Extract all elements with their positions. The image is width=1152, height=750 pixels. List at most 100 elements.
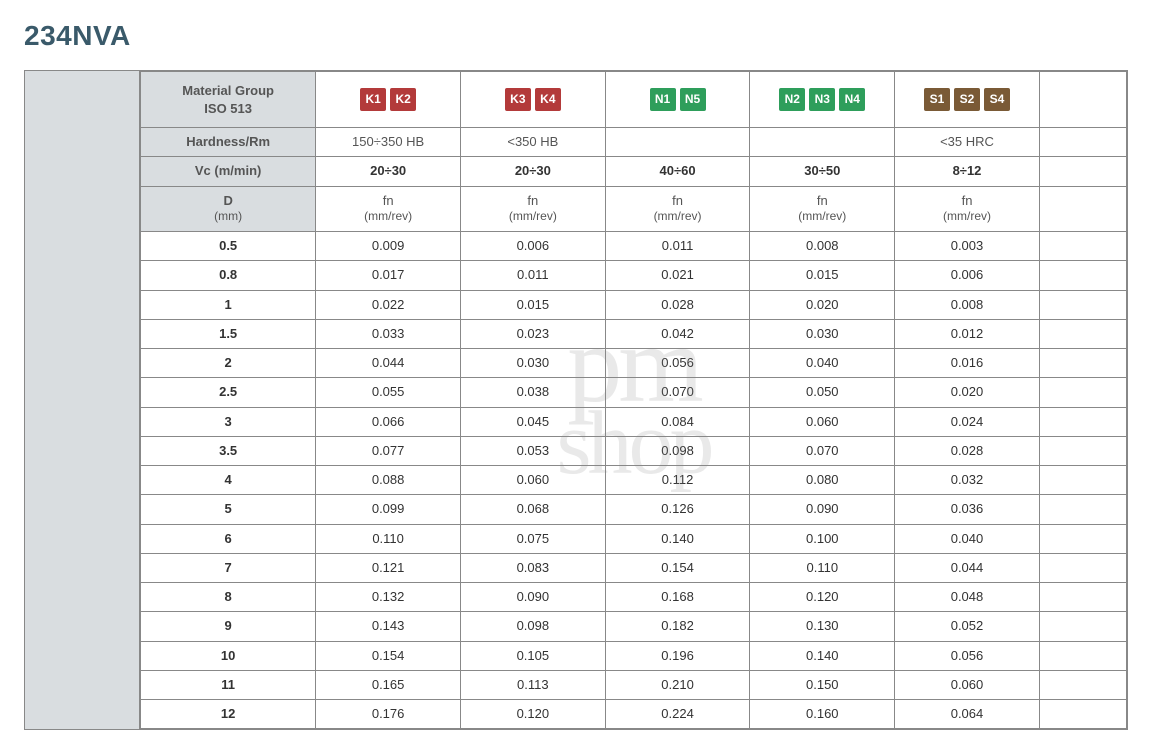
badge-group: K1K2 (360, 88, 416, 111)
fn-cell: 0.044 (316, 349, 461, 378)
fn-cell: 0.088 (316, 466, 461, 495)
hardness-cell (605, 128, 750, 157)
fn-cell: 0.009 (316, 232, 461, 261)
d-cell: 6 (141, 524, 316, 553)
fn-cell: 0.210 (605, 670, 750, 699)
fn-cell: 0.070 (750, 436, 895, 465)
vc-cell: 20÷30 (316, 157, 461, 186)
fn-cell: 0.090 (750, 495, 895, 524)
vc-cell: 20÷30 (460, 157, 605, 186)
table-row: 80.1320.0900.1680.1200.048 (141, 583, 1127, 612)
fn-cell: 0.112 (605, 466, 750, 495)
vc-cell: 40÷60 (605, 157, 750, 186)
badge-group: N2N3N4 (779, 88, 865, 111)
fn-cell: 0.098 (460, 612, 605, 641)
fn-cell: 0.140 (605, 524, 750, 553)
hardness-cell: <350 HB (460, 128, 605, 157)
fn-cell: 0.099 (316, 495, 461, 524)
fn-cell: 0.053 (460, 436, 605, 465)
fn-cell: 0.006 (895, 261, 1040, 290)
d-cell: 0.5 (141, 232, 316, 261)
d-header-l1: D (223, 193, 232, 208)
fn-cell: 0.070 (605, 378, 750, 407)
fn-header-l1: fn (817, 193, 828, 208)
fn-cell: 0.038 (460, 378, 605, 407)
table-row: 2.50.0550.0380.0700.0500.020 (141, 378, 1127, 407)
fn-cell (1039, 378, 1126, 407)
material-badge: N4 (839, 88, 865, 111)
material-badge-cell: N2N3N4 (750, 72, 895, 128)
fn-cell: 0.182 (605, 612, 750, 641)
fn-cell (1039, 407, 1126, 436)
d-cell: 8 (141, 583, 316, 612)
material-badge: S1 (924, 88, 950, 111)
d-cell: 5 (141, 495, 316, 524)
d-fn-header-row: D (mm) fn(mm/rev)fn(mm/rev)fn(mm/rev)fn(… (141, 186, 1127, 231)
fn-header-cell (1039, 186, 1126, 231)
fn-cell: 0.160 (750, 700, 895, 729)
fn-cell: 0.015 (750, 261, 895, 290)
hardness-cell (750, 128, 895, 157)
fn-cell: 0.012 (895, 319, 1040, 348)
fn-cell: 0.003 (895, 232, 1040, 261)
fn-cell (1039, 495, 1126, 524)
fn-cell: 0.056 (605, 349, 750, 378)
d-cell: 10 (141, 641, 316, 670)
fn-cell: 0.143 (316, 612, 461, 641)
fn-cell (1039, 261, 1126, 290)
fn-cell: 0.044 (895, 553, 1040, 582)
material-badge: S4 (984, 88, 1010, 111)
fn-cell: 0.120 (460, 700, 605, 729)
table-row: 3.50.0770.0530.0980.0700.028 (141, 436, 1127, 465)
vc-row: Vc (m/min) 20÷3020÷3040÷6030÷508÷12 (141, 157, 1127, 186)
table-row: 50.0990.0680.1260.0900.036 (141, 495, 1127, 524)
table-row: 1.50.0330.0230.0420.0300.012 (141, 319, 1127, 348)
fn-cell (1039, 583, 1126, 612)
fn-cell: 0.120 (750, 583, 895, 612)
material-group-row: Material Group ISO 513 K1K2K3K4N1N5N2N3N… (141, 72, 1127, 128)
fn-cell: 0.023 (460, 319, 605, 348)
fn-cell: 0.020 (750, 290, 895, 319)
fn-cell: 0.006 (460, 232, 605, 261)
d-cell: 12 (141, 700, 316, 729)
material-badge: K1 (360, 88, 386, 111)
left-gutter (25, 71, 140, 729)
material-badge-cell: S1S2S4 (895, 72, 1040, 128)
fn-cell: 0.132 (316, 583, 461, 612)
table-row: 70.1210.0830.1540.1100.044 (141, 553, 1127, 582)
d-cell: 7 (141, 553, 316, 582)
material-group-header: Material Group ISO 513 (141, 72, 316, 128)
table-row: 100.1540.1050.1960.1400.056 (141, 641, 1127, 670)
material-badge: K3 (505, 88, 531, 111)
d-cell: 1.5 (141, 319, 316, 348)
fn-cell (1039, 232, 1126, 261)
fn-cell: 0.011 (605, 232, 750, 261)
vc-cell: 8÷12 (895, 157, 1040, 186)
material-group-header-l1: Material Group (182, 83, 274, 98)
fn-cell: 0.030 (750, 319, 895, 348)
fn-cell: 0.045 (460, 407, 605, 436)
fn-header-cell: fn(mm/rev) (895, 186, 1040, 231)
fn-cell: 0.066 (316, 407, 461, 436)
fn-header-l2: (mm/rev) (320, 209, 456, 225)
vc-cell: 30÷50 (750, 157, 895, 186)
material-badge: N3 (809, 88, 835, 111)
fn-cell: 0.011 (460, 261, 605, 290)
table-row: 60.1100.0750.1400.1000.040 (141, 524, 1127, 553)
fn-cell: 0.130 (750, 612, 895, 641)
vc-cell (1039, 157, 1126, 186)
fn-cell: 0.008 (750, 232, 895, 261)
fn-cell: 0.098 (605, 436, 750, 465)
fn-cell: 0.077 (316, 436, 461, 465)
table-row: 30.0660.0450.0840.0600.024 (141, 407, 1127, 436)
badge-group: K3K4 (505, 88, 561, 111)
hardness-cell (1039, 128, 1126, 157)
fn-cell: 0.020 (895, 378, 1040, 407)
fn-cell: 0.154 (316, 641, 461, 670)
material-badge: N5 (680, 88, 706, 111)
fn-cell: 0.028 (895, 436, 1040, 465)
fn-cell: 0.084 (605, 407, 750, 436)
fn-cell: 0.165 (316, 670, 461, 699)
fn-cell: 0.060 (750, 407, 895, 436)
fn-cell: 0.055 (316, 378, 461, 407)
